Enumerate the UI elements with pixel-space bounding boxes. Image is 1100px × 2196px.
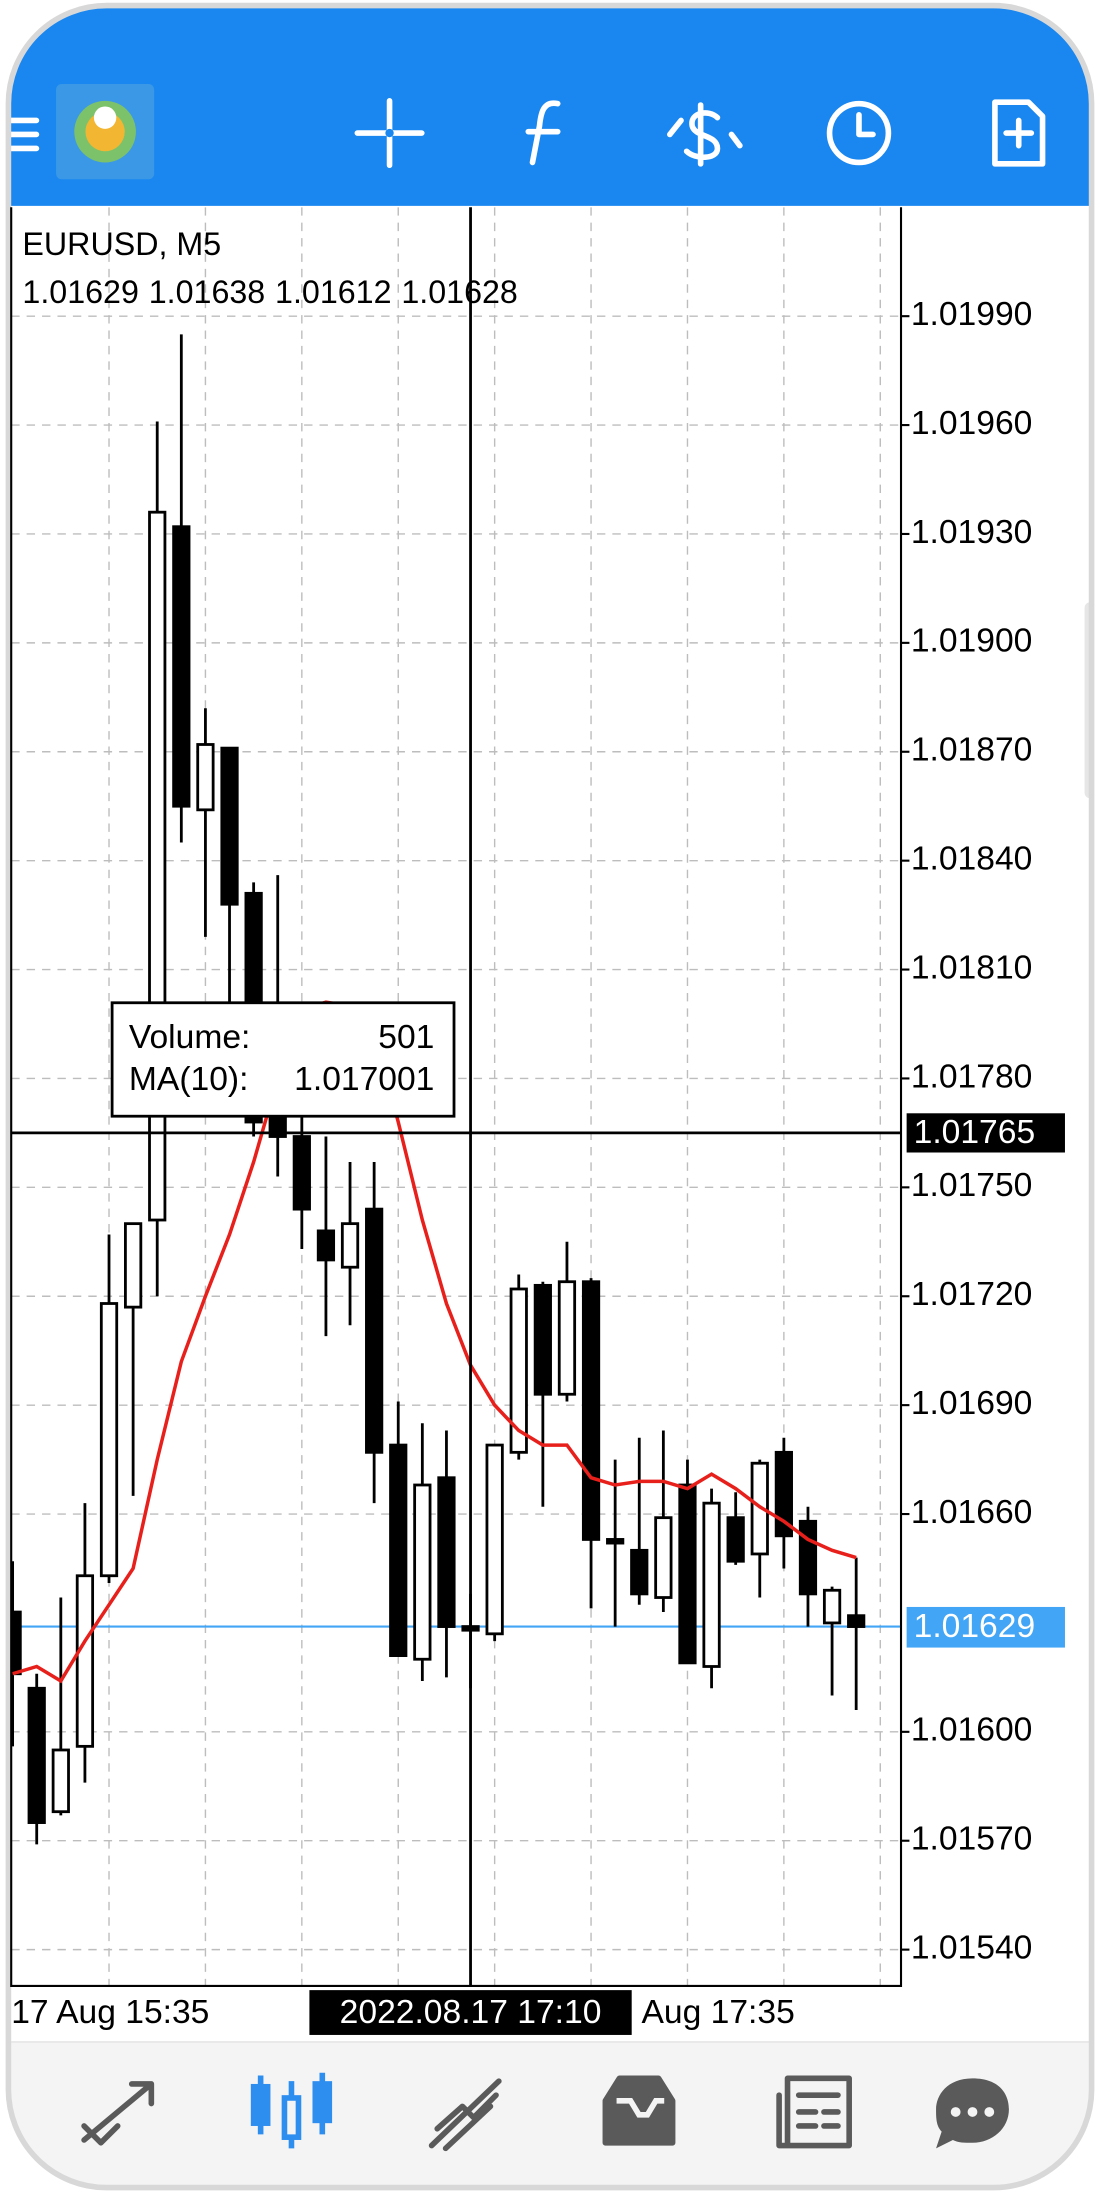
- ma-line: [12, 1000, 857, 1684]
- y-tick-label: 1.01720: [911, 1276, 1033, 1313]
- candle-body-down: [774, 1450, 793, 1538]
- candle-body-up: [75, 1574, 95, 1748]
- candle-body-down: [533, 1283, 552, 1396]
- bottom-nav: [8, 2041, 1092, 2188]
- symbol-label: EURUSD, M5: [22, 226, 221, 262]
- y-tick-label: 1.01930: [911, 514, 1033, 551]
- candle-body-up: [822, 1588, 842, 1625]
- candle-body-up: [557, 1280, 577, 1396]
- candle-body-down: [172, 525, 191, 808]
- candle-body-up: [485, 1443, 504, 1636]
- ohlc-label: 1.01629 1.01638 1.01612 1.01628: [22, 274, 517, 310]
- candle-body-up: [340, 1222, 360, 1269]
- y-tick-label: 1.01750: [911, 1167, 1033, 1204]
- ohlc-value: 1.01629: [22, 274, 139, 310]
- candle-body-down: [220, 746, 239, 906]
- candle-body-down: [847, 1614, 866, 1628]
- x-tick-label: Aug 17:35: [642, 1994, 795, 2031]
- tooltip-volume-label: Volume:: [129, 1019, 250, 1056]
- x-label-box: [309, 1990, 632, 2035]
- candle-body-up: [413, 1483, 432, 1661]
- candle-body-down: [678, 1483, 697, 1665]
- candle-body-up: [509, 1287, 528, 1454]
- candle-body-up: [654, 1516, 673, 1599]
- y-tick-label: 1.01900: [911, 623, 1033, 660]
- y-tick-label: 1.01840: [911, 841, 1033, 878]
- chart-tab[interactable]: [250, 2072, 333, 2149]
- y-tick-label: 1.01780: [911, 1058, 1033, 1095]
- candle-body-down: [389, 1443, 408, 1658]
- crosshair-price-label: 1.01765: [914, 1114, 1036, 1151]
- candle-body-up: [702, 1501, 721, 1668]
- chat-tab[interactable]: [936, 2078, 1009, 2149]
- y-tick-label: 1.01690: [911, 1385, 1033, 1422]
- candle-body-down: [581, 1280, 601, 1541]
- crosshair-price-box: [906, 1113, 1065, 1153]
- candle-body-up: [196, 743, 215, 812]
- period-button[interactable]: [826, 100, 892, 166]
- history-tab[interactable]: [602, 2075, 676, 2146]
- y-tick-label: 1.01570: [911, 1821, 1033, 1858]
- y-tick-label: 1.01960: [911, 405, 1033, 442]
- y-tick-label: 1.01540: [911, 1930, 1033, 1967]
- phone-frame: [5, 2, 1095, 2191]
- ohlc-value: 1.01638: [149, 274, 266, 310]
- crosshair-button[interactable]: [354, 98, 425, 169]
- plot-frame: [10, 207, 903, 1987]
- candle-body-down: [316, 1229, 336, 1262]
- tooltip-ma-label: MA(10):: [129, 1061, 249, 1098]
- current-price-box: [906, 1606, 1065, 1648]
- candle-body-up: [99, 1302, 119, 1578]
- indicators-button[interactable]: [525, 100, 561, 166]
- overlay: 1.01765 1.01629 17 Aug 15:35 2022.08.17 17:…: [11, 207, 1065, 2035]
- x-tick-label-active: 2022.08.17 17:10: [340, 1994, 602, 2031]
- candle-body-down: [292, 1135, 311, 1211]
- candle-body-down: [27, 1686, 46, 1824]
- ohlc-value: 1.01628: [401, 274, 518, 310]
- tooltip-volume: 501: [378, 1019, 434, 1056]
- app-logo[interactable]: [56, 84, 155, 180]
- candle-body-down: [606, 1538, 625, 1545]
- current-price-label: 1.01629: [914, 1608, 1036, 1645]
- y-tick-label: 1.01660: [911, 1494, 1033, 1531]
- new-order-button[interactable]: [992, 99, 1046, 167]
- candle-body-down: [630, 1548, 649, 1596]
- y-tick-label: 1.01990: [911, 296, 1033, 333]
- candle-body-down: [365, 1207, 384, 1454]
- candle-body-down: [726, 1516, 745, 1563]
- news-tab[interactable]: [776, 2075, 852, 2149]
- candle-body-up: [124, 1222, 143, 1309]
- quotes-tab[interactable]: [81, 2081, 155, 2146]
- menu-button[interactable]: [8, 117, 40, 152]
- tooltip-ma-value: 1.017001: [294, 1061, 434, 1098]
- x-tick-label: 17 Aug 15:35: [11, 1994, 209, 2031]
- y-tick-label: 1.01810: [911, 949, 1033, 986]
- y-tick-label: 1.01600: [911, 1712, 1033, 1749]
- y-tick-label: 1.01870: [911, 732, 1033, 769]
- ohlc-value: 1.01612: [275, 274, 392, 310]
- tooltip-box: [110, 1001, 456, 1118]
- candle-body-down: [437, 1476, 456, 1628]
- candle-body-up: [51, 1748, 70, 1814]
- candle-body-down: [798, 1519, 818, 1596]
- trade-tab[interactable]: [428, 2078, 502, 2152]
- trade-button[interactable]: [667, 102, 743, 167]
